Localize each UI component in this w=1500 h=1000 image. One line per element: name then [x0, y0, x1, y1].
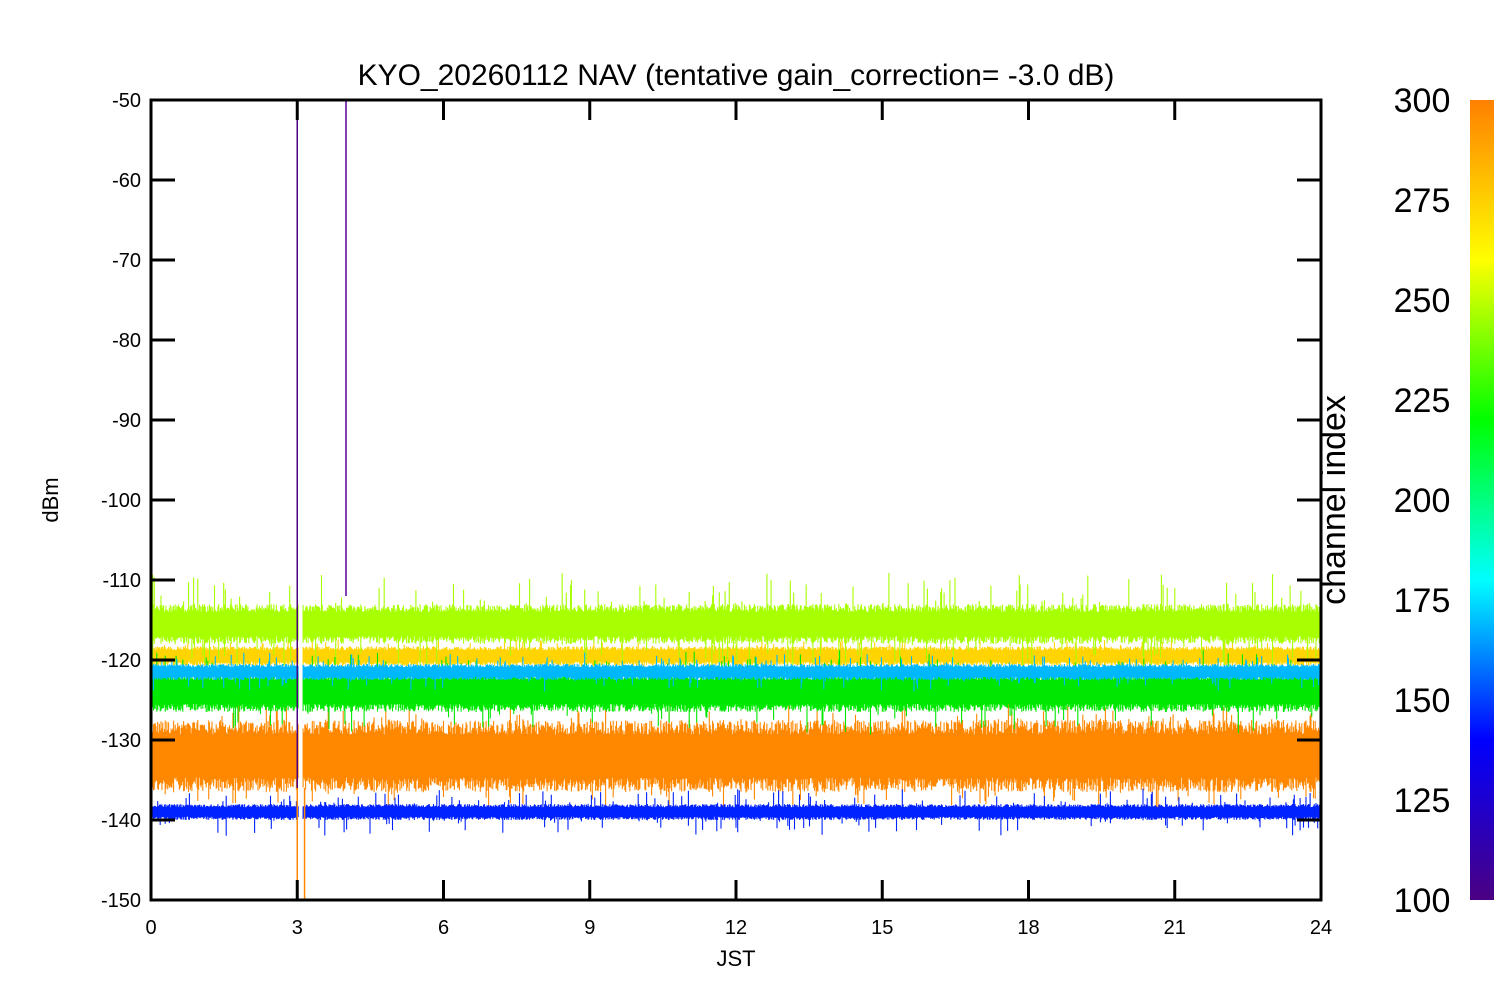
y-tick-label: -120	[101, 650, 141, 672]
colorbar-tick-label: 300	[1394, 82, 1451, 120]
series-band-0	[151, 701, 1321, 811]
colorbar-tick-label: 175	[1394, 582, 1451, 620]
x-tick-label: 21	[1164, 917, 1186, 939]
y-axis-ticks: -50 -60 -70 -80 -90 -100 -110 -120 -130 -140 -150	[101, 90, 1321, 912]
colorbar-tick-label: 275	[1394, 182, 1451, 220]
y-tick-label: -90	[112, 410, 141, 432]
y-tick-label: -80	[112, 330, 141, 352]
y-tick-label: -70	[112, 250, 141, 272]
y-tick-label: -150	[101, 890, 141, 912]
colorbar-tick-label: 100	[1394, 882, 1451, 920]
y-tick-label: -130	[101, 730, 141, 752]
y-tick-label: -140	[101, 810, 141, 832]
y-tick-label: -100	[101, 490, 141, 512]
x-tick-label: 12	[725, 917, 747, 939]
y-axis-title: dBm	[38, 477, 63, 522]
colorbar	[1470, 100, 1494, 900]
x-axis-ticks: 0 3 6 9 12 15 18 21 24	[145, 100, 1332, 939]
chart-title: KYO_20260112 NAV (tentative gain_correct…	[358, 59, 1115, 92]
y-tick-label: -60	[112, 170, 141, 192]
x-tick-label: 24	[1310, 917, 1332, 939]
colorbar-tick-label: 150	[1394, 682, 1451, 720]
colorbar-title: channel index	[1315, 395, 1353, 605]
x-tick-label: 15	[871, 917, 893, 939]
x-tick-label: 9	[584, 917, 595, 939]
series-band-2	[151, 573, 1321, 675]
y-tick-label: -50	[112, 90, 141, 112]
x-tick-label: 0	[145, 917, 156, 939]
series-band-5	[151, 788, 1321, 836]
colorbar-tick-label: 225	[1394, 382, 1451, 420]
series-band-3	[151, 650, 1321, 735]
y-tick-label: -110	[102, 570, 141, 592]
x-axis-title: JST	[716, 946, 755, 971]
x-tick-label: 3	[292, 917, 303, 939]
colorbar-tick-label: 200	[1394, 482, 1451, 520]
colorbar-tick-label: 125	[1394, 782, 1451, 820]
colorbar-tick-label: 250	[1394, 282, 1451, 320]
x-tick-label: 18	[1017, 917, 1039, 939]
series-band-4	[151, 652, 1321, 692]
x-tick-label: 6	[438, 917, 449, 939]
data-layer	[151, 100, 1321, 900]
colorbar-ticks: 100 125 150 175 200 225 250 275 300	[1394, 82, 1451, 920]
